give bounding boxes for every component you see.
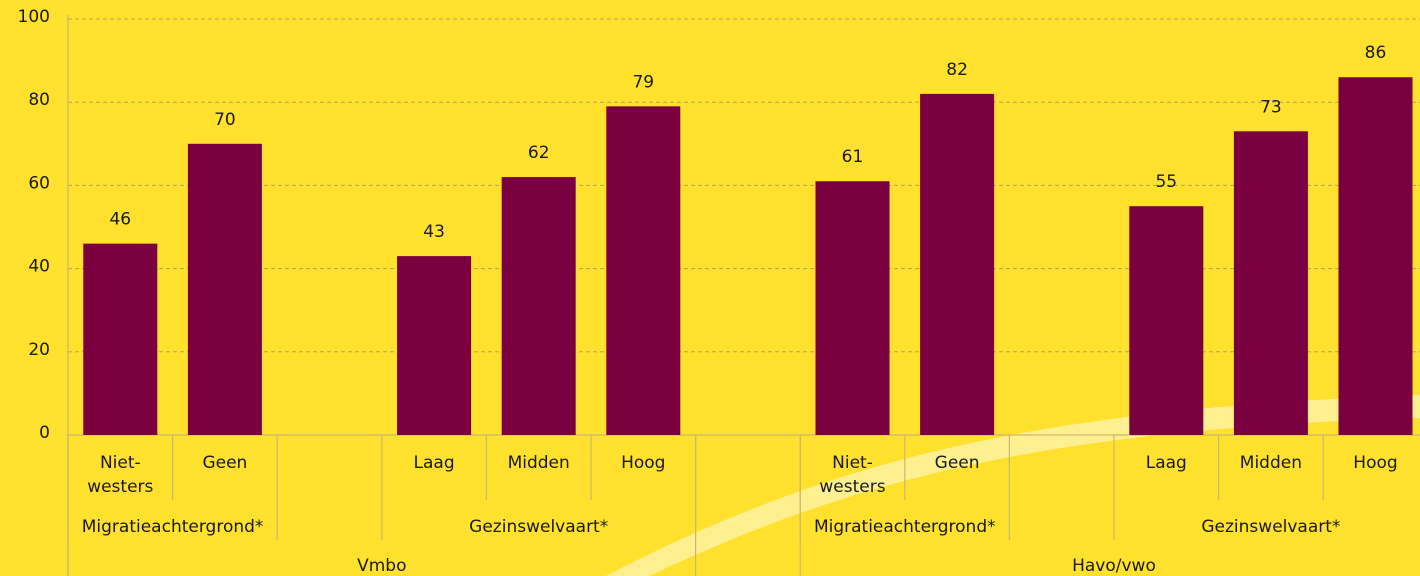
y-tick-label: 40 bbox=[28, 257, 50, 277]
value-label: 61 bbox=[842, 147, 864, 167]
chart: 02040608010046Niet-westers70GeenMigratie… bbox=[0, 0, 1420, 576]
bar bbox=[1129, 206, 1203, 435]
group-label: Havo/vwo bbox=[1072, 556, 1156, 576]
value-label: 79 bbox=[632, 72, 654, 92]
y-tick-label: 20 bbox=[28, 340, 50, 360]
x-tick-label: Laag bbox=[414, 453, 455, 473]
bar bbox=[502, 177, 576, 435]
y-tick-label: 60 bbox=[28, 173, 50, 193]
group-label: Vmbo bbox=[357, 556, 406, 576]
value-label: 73 bbox=[1260, 97, 1282, 117]
bar bbox=[1339, 77, 1413, 435]
x-tick-label: Hoog bbox=[621, 453, 665, 473]
value-label: 43 bbox=[423, 222, 445, 242]
subgroup-label: Gezinswelvaart* bbox=[469, 517, 608, 537]
x-tick-label: Geen bbox=[202, 453, 247, 473]
value-label: 46 bbox=[109, 210, 131, 230]
subgroup-label: Gezinswelvaart* bbox=[1201, 517, 1340, 537]
subgroup-label: Migratieachtergrond* bbox=[82, 517, 264, 537]
bar bbox=[83, 244, 157, 435]
x-tick-label: Hoog bbox=[1353, 453, 1397, 473]
bar bbox=[397, 256, 471, 435]
bar bbox=[606, 106, 680, 435]
bar bbox=[188, 144, 262, 435]
x-tick-label: Laag bbox=[1146, 453, 1187, 473]
value-label: 62 bbox=[528, 143, 550, 163]
x-tick-label: Geen bbox=[935, 453, 980, 473]
value-label: 82 bbox=[946, 60, 968, 80]
x-tick-label: Midden bbox=[508, 453, 570, 473]
y-tick-label: 80 bbox=[28, 90, 50, 110]
bar bbox=[1234, 131, 1308, 435]
bar bbox=[920, 94, 994, 435]
value-label: 55 bbox=[1155, 172, 1177, 192]
subgroup-label: Migratieachtergrond* bbox=[814, 517, 996, 537]
value-label: 86 bbox=[1365, 43, 1387, 63]
value-label: 70 bbox=[214, 110, 236, 130]
y-tick-label: 100 bbox=[18, 7, 50, 27]
x-tick-label: Midden bbox=[1240, 453, 1302, 473]
bar bbox=[816, 181, 890, 435]
y-tick-label: 0 bbox=[39, 423, 50, 443]
